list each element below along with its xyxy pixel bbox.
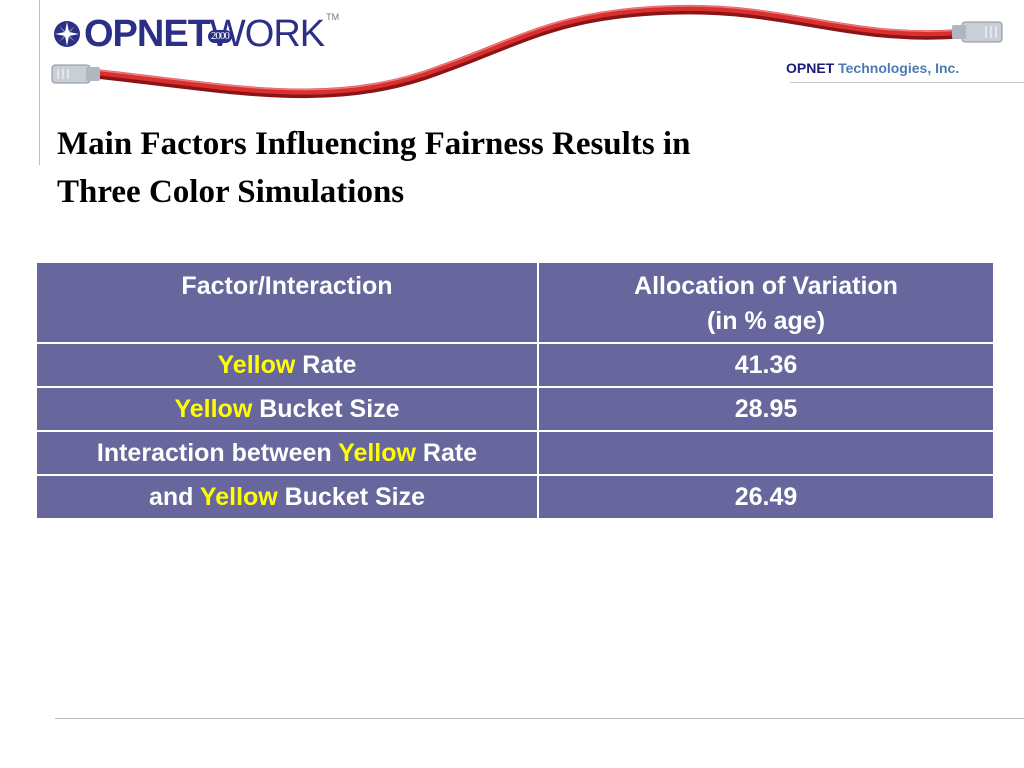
header-allocation-line1: Allocation of Variation (634, 272, 898, 300)
header-rule (790, 82, 1024, 83)
starburst-icon (54, 21, 80, 47)
slide-title: Main Factors Influencing Fairness Result… (57, 120, 857, 216)
table-row: and Yellow Bucket Size 26.49 (35, 474, 995, 520)
trademark-mark: TM (326, 12, 340, 22)
factor-prefix: and (148, 483, 200, 511)
right-connector-icon (952, 21, 1003, 43)
table-header-row: Factor/Interaction Allocation of Variati… (35, 261, 995, 344)
table-row: Yellow Rate 41.36 (35, 342, 995, 388)
factor-highlight: Yellow (174, 395, 253, 423)
factor-cell: and Yellow Bucket Size (35, 474, 539, 520)
factor-highlight: Yellow (217, 351, 296, 379)
value-cell (537, 430, 995, 476)
value-cell: 41.36 (537, 342, 995, 388)
factor-cell: Yellow Rate (35, 342, 539, 388)
factor-highlight: Yellow (338, 439, 416, 467)
header-factor: Factor/Interaction (35, 261, 539, 344)
factor-highlight: Yellow (199, 483, 278, 511)
left-vertical-rule (39, 0, 40, 165)
table-row: Yellow Bucket Size 28.95 (35, 386, 995, 432)
slide-title-line2: Three Color Simulations (57, 174, 405, 210)
left-connector-icon (51, 64, 100, 84)
factor-cell: Interaction between Yellow Rate (35, 430, 539, 476)
variation-table: Factor/Interaction Allocation of Variati… (35, 261, 995, 520)
logo-year-badge: 2000 (207, 30, 232, 43)
header-factor-label: Factor/Interaction (181, 272, 393, 300)
header-allocation: Allocation of Variation (in % age) (537, 261, 995, 344)
header-allocation-line2: (in % age) (706, 307, 826, 335)
logo-brand-bold: OPNET (84, 13, 211, 55)
footer-rule (55, 718, 1024, 719)
company-name-bold: OPNET (786, 60, 835, 76)
company-name-rest: Technologies, Inc. (838, 60, 960, 76)
slide-title-line1: Main Factors Influencing Fairness Result… (57, 126, 691, 162)
opnetwork-logo: OPNET WORK 2000 TM (52, 12, 340, 55)
factor-suffix: Bucket Size (252, 395, 400, 423)
factor-cell: Yellow Bucket Size (35, 386, 539, 432)
value-cell: 26.49 (537, 474, 995, 520)
factor-prefix: Interaction between (96, 439, 339, 467)
table-row: Interaction between Yellow Rate (35, 430, 995, 476)
logo-brand-light: WORK 2000 (207, 14, 325, 54)
factor-suffix: Bucket Size (277, 483, 426, 511)
value-cell: 28.95 (537, 386, 995, 432)
company-name: OPNET Technologies, Inc. (786, 60, 959, 76)
network-cable-graphic (51, 4, 1003, 99)
factor-suffix: Rate (415, 439, 478, 467)
factor-suffix: Rate (295, 351, 357, 379)
